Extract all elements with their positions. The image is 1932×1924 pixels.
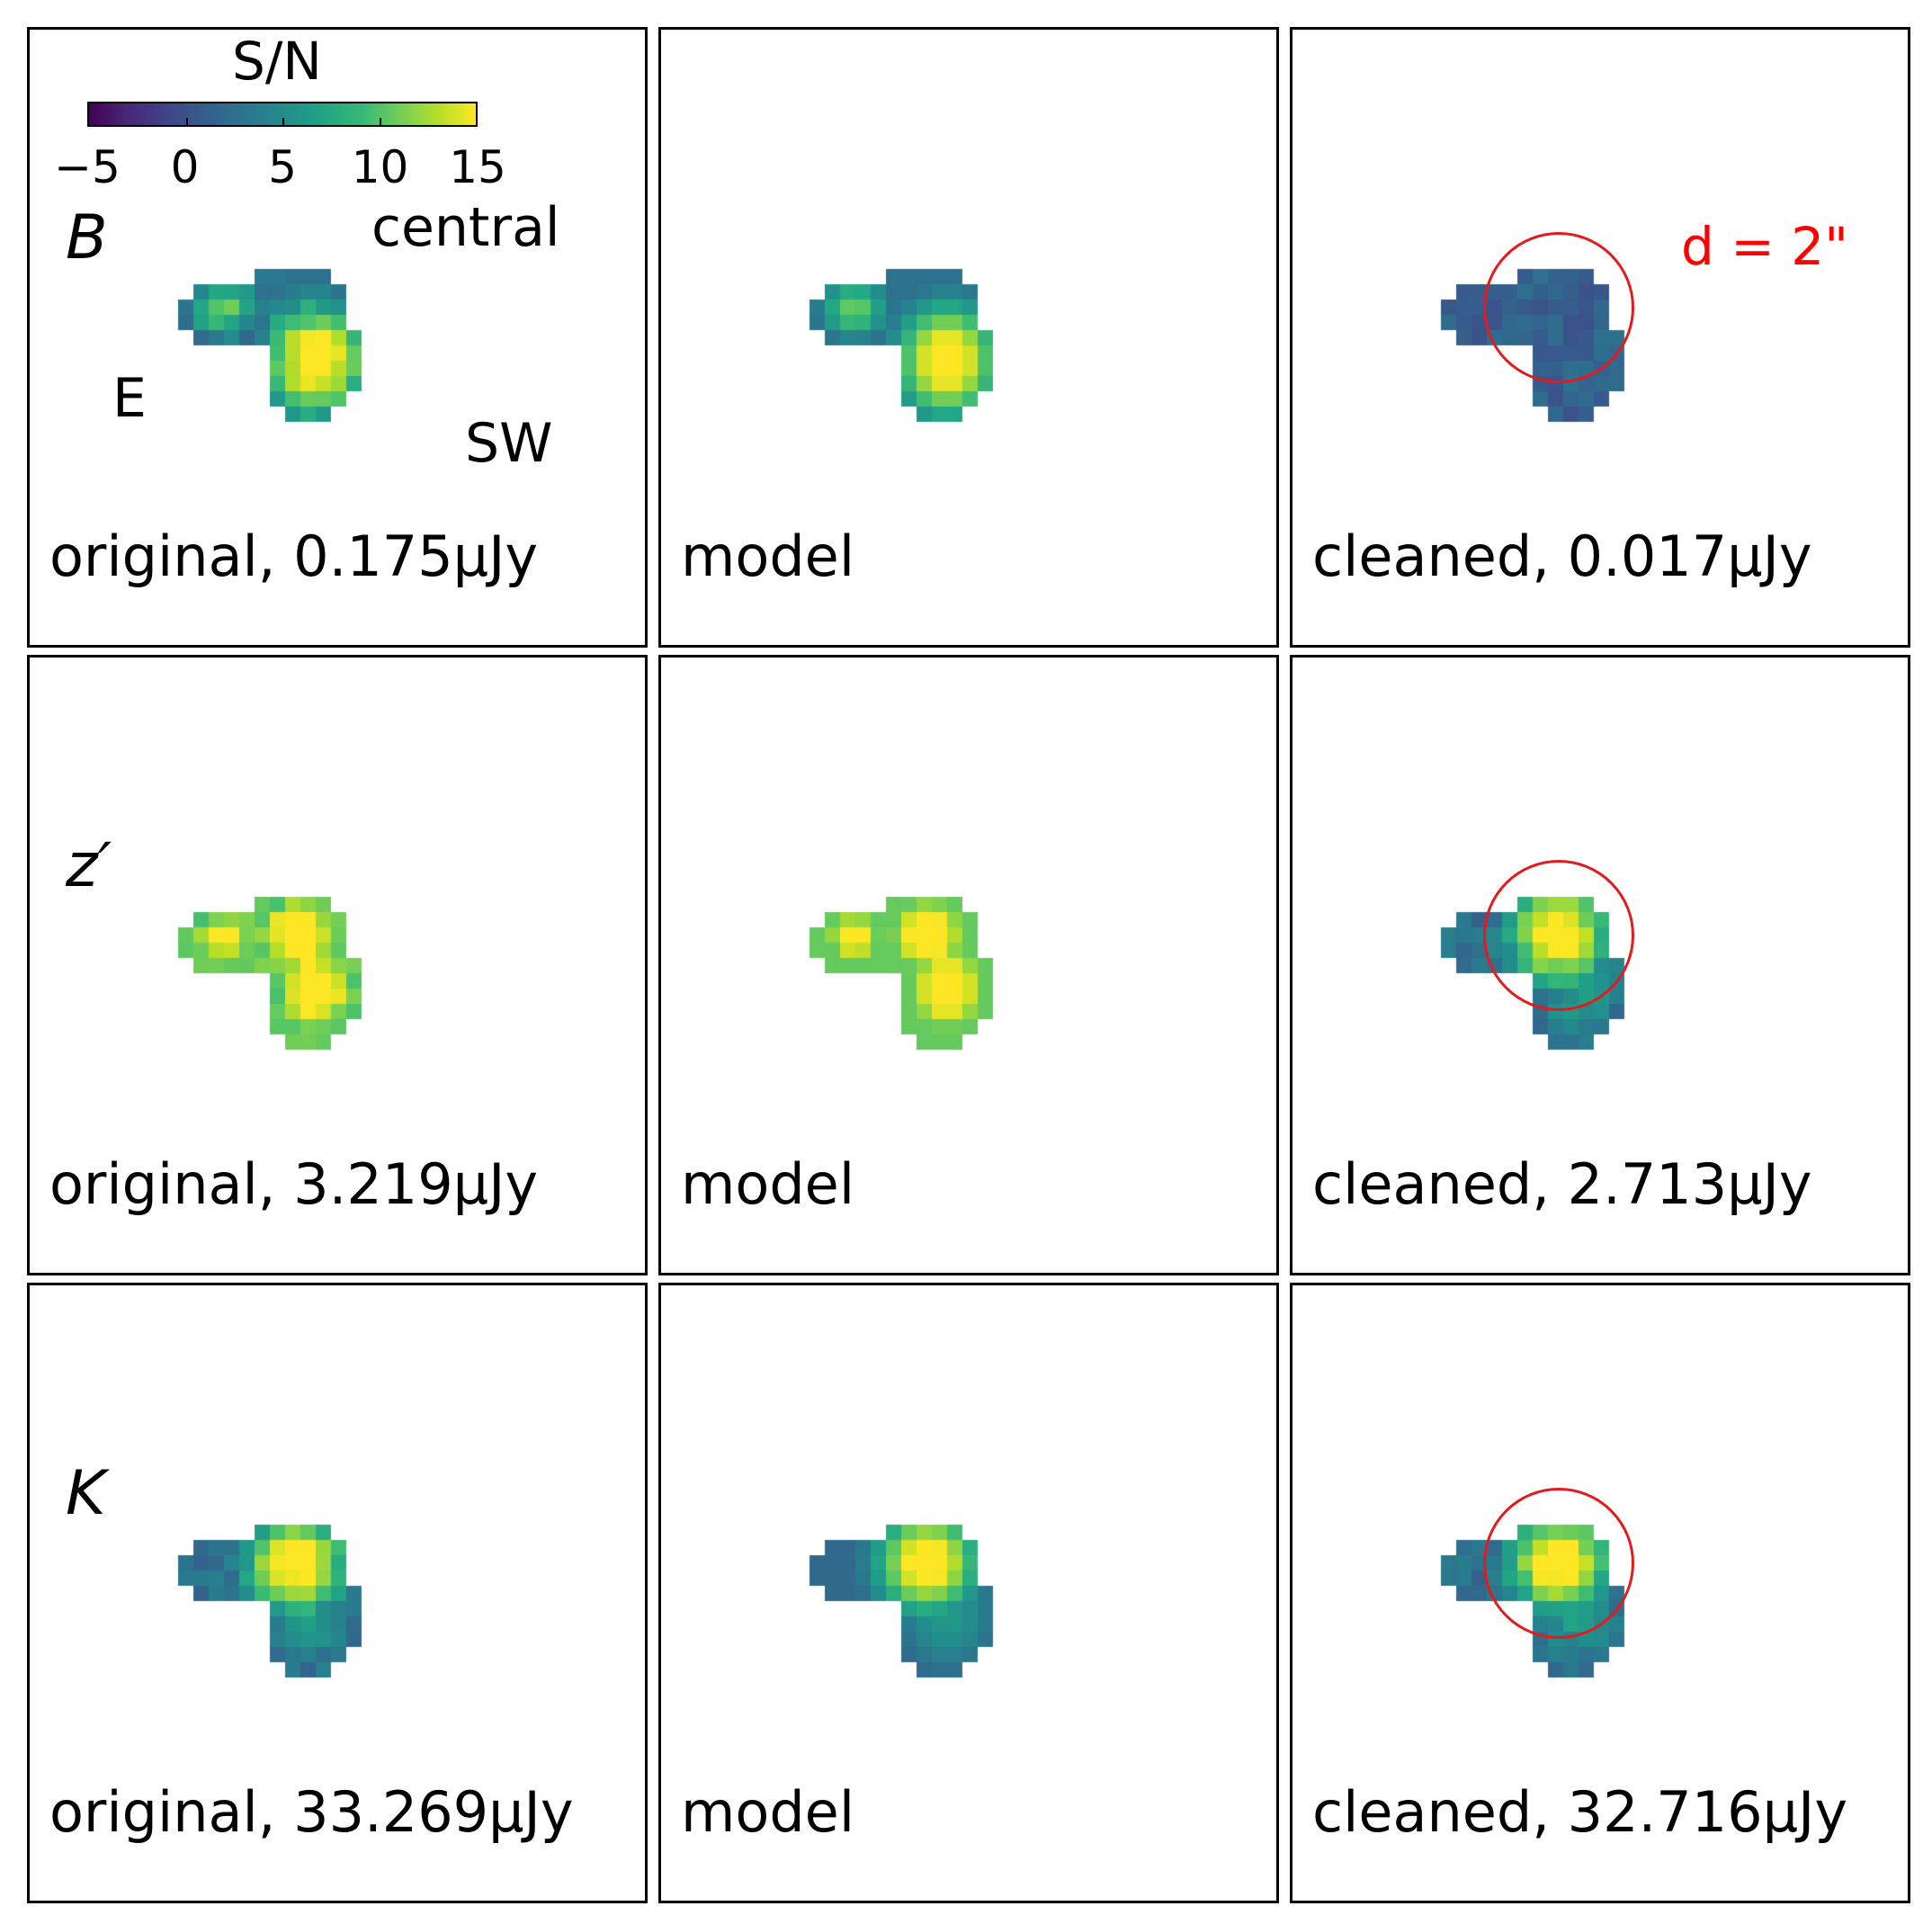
panel-caption: cleaned, 0.017μJy [1312,524,1812,589]
panel-cleaned-row1: cleaned, 0.017μJy d = 2" [1290,27,1910,648]
panel-original-row2: original, 3.219μJy z′ [27,655,648,1275]
colorbar-tick-label: 10 [351,141,409,193]
panel-caption: original, 3.219μJy [49,1151,539,1217]
panel-model-row1: model [658,27,1279,648]
panel-model-row3: model [658,1283,1279,1903]
colorbar [87,102,478,127]
colorbar-tick-mark [282,118,284,127]
colorbar-tick-label: −5 [54,141,121,193]
panel-cleaned-row3: cleaned, 32.716μJy [1290,1283,1910,1903]
panel-caption: original, 33.269μJy [49,1779,574,1845]
panel-original-row3: original, 33.269μJy K [27,1283,648,1903]
aperture-circle [1482,1487,1634,1639]
colorbar-tick-mark [379,118,381,127]
sn-map [661,30,1276,645]
component-label-central: central [371,196,560,259]
colorbar-tick-label: 5 [268,141,297,193]
band-label: K [66,1458,106,1529]
sn-map [30,1285,645,1901]
colorbar-title: S/N [232,31,322,92]
colorbar-tick-label: 15 [449,141,506,193]
component-label-sw: SW [465,412,553,475]
aperture-label: d = 2" [1681,216,1848,277]
colorbar-tick-mark [185,118,188,127]
panel-cleaned-row2: cleaned, 2.713μJy [1290,655,1910,1275]
aperture-circle [1482,859,1634,1011]
component-label-e: E [112,367,147,430]
band-label: z′ [66,830,112,901]
sn-map [661,1285,1276,1901]
panel-caption: original, 0.175μJy [49,524,539,589]
colorbar-ticks: −5 0 5 10 15 [30,141,645,199]
aperture-circle [1482,231,1634,383]
panel-caption: cleaned, 32.716μJy [1312,1779,1848,1845]
panel-caption: model [681,1779,855,1845]
panel-caption: cleaned, 2.713μJy [1312,1151,1812,1217]
sn-map [661,658,1276,1273]
panel-model-row2: model [658,655,1279,1275]
sn-map [30,658,645,1273]
panel-caption: model [681,524,855,589]
band-label: B [66,202,108,273]
panel-original-row1: original, 0.175μJy B S/N −5 0 5 10 15 central E SW [27,27,648,648]
panel-caption: model [681,1151,855,1217]
sn-map [30,30,645,645]
colorbar-tick-label: 0 [170,141,200,193]
